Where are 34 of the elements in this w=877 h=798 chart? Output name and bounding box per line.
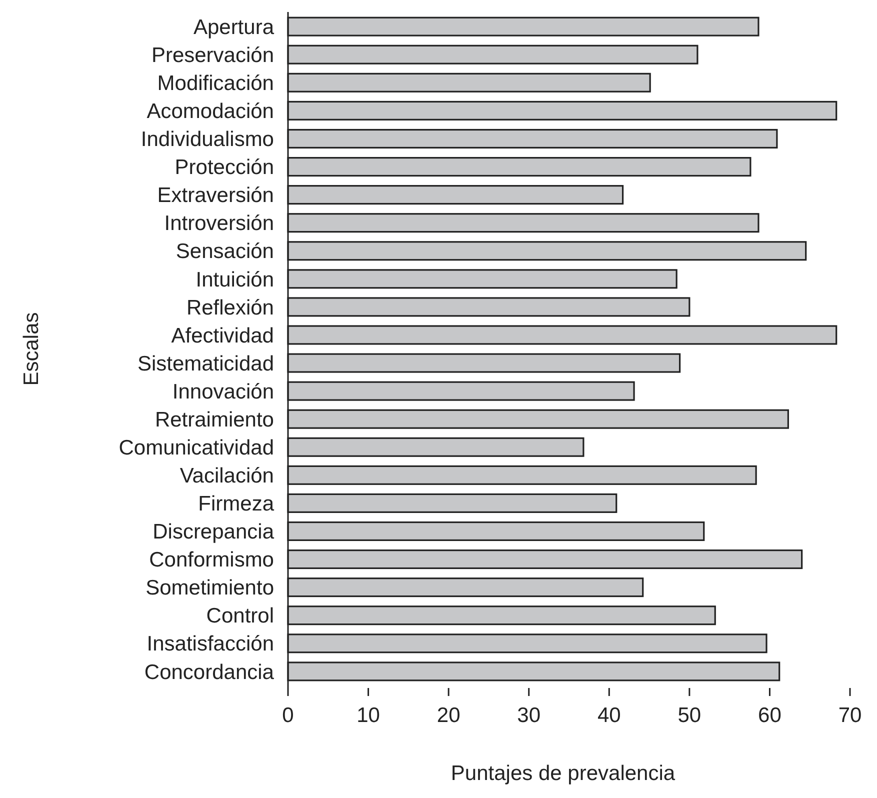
x-tick-label: 10 bbox=[356, 704, 380, 727]
y-tick-label: Extraversión bbox=[157, 184, 274, 208]
y-tick-label: Conformismo bbox=[149, 548, 274, 572]
y-tick-label: Protección bbox=[174, 156, 274, 180]
y-tick-label: Discrepancia bbox=[152, 520, 274, 544]
y-tick-label: Sensación bbox=[176, 240, 274, 264]
y-tick-label: Control bbox=[206, 604, 274, 628]
y-tick-label: Preservación bbox=[151, 44, 274, 67]
y-tick-label: Sistematicidad bbox=[137, 352, 274, 376]
x-tick-label: 30 bbox=[517, 704, 541, 727]
y-tick-label: Afectividad bbox=[171, 324, 274, 348]
x-tick-label: 70 bbox=[838, 704, 862, 727]
x-tick-label: 0 bbox=[282, 704, 294, 727]
y-tick-label: Vacilación bbox=[180, 464, 274, 488]
y-axis-title: Escalas bbox=[20, 312, 43, 386]
y-tick-label: Comunicatividad bbox=[118, 436, 274, 460]
y-tick-label: Intuición bbox=[196, 268, 274, 292]
y-tick-label: Reflexión bbox=[186, 296, 274, 320]
x-tick-label: 40 bbox=[597, 704, 621, 727]
y-tick-label: Acomodación bbox=[146, 100, 274, 124]
y-tick-label: Firmeza bbox=[198, 492, 274, 516]
x-tick-label: 60 bbox=[758, 704, 782, 727]
x-tick-label: 20 bbox=[436, 704, 460, 727]
y-tick-label: Innovación bbox=[172, 380, 274, 404]
x-tick-label: 50 bbox=[678, 704, 702, 727]
x-axis-title: Puntajes de prevalencia bbox=[450, 762, 676, 785]
y-tick-label: Individualismo bbox=[140, 128, 274, 152]
y-tick-label: Apertura bbox=[193, 16, 274, 39]
y-tick-label: Introversión bbox=[164, 212, 274, 236]
y-tick-label: Sometimiento bbox=[146, 576, 274, 600]
y-tick-label: Modificación bbox=[157, 72, 274, 95]
y-tick-label: Insatisfacción bbox=[146, 632, 274, 656]
y-tick-label: Concordancia bbox=[144, 660, 274, 684]
y-tick-label: Retraimiento bbox=[154, 408, 274, 432]
